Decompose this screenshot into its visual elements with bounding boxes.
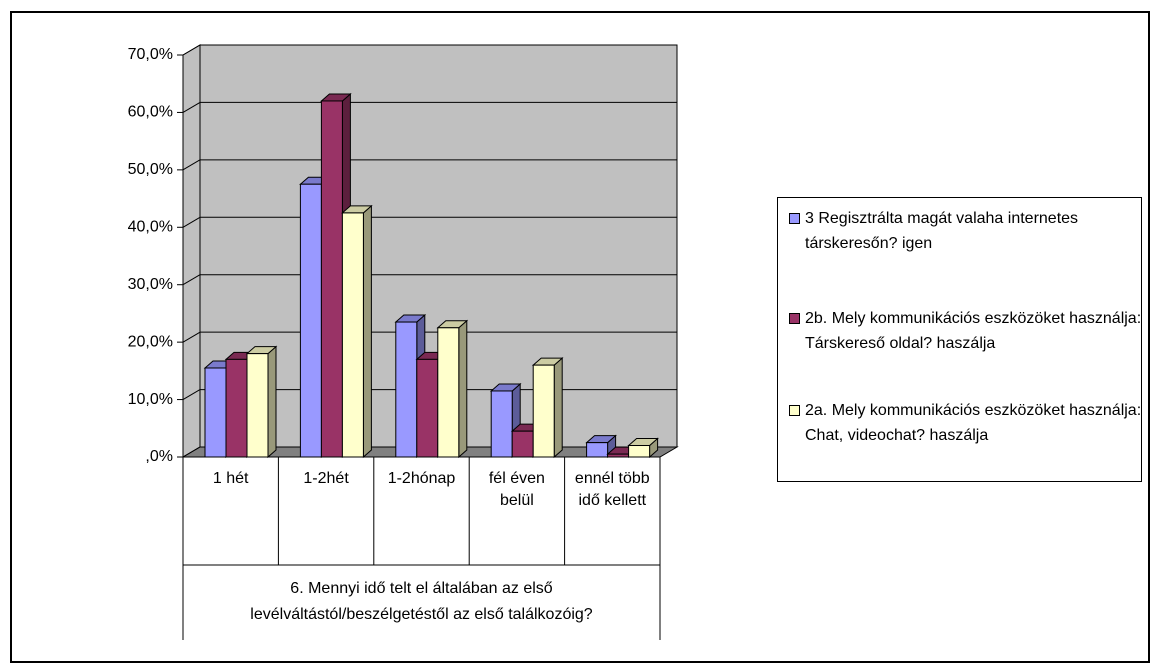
legend-swatch (789, 313, 800, 324)
legend-entry: 2a. Mely kommunikációs eszközöket haszná… (789, 398, 1155, 448)
bar-side (362, 204, 372, 459)
bar (341, 212, 364, 458)
chart-border (10, 11, 1150, 663)
y-tick-label: 20,0% (128, 333, 173, 350)
y-tick-label: ,0% (145, 448, 173, 465)
bar (416, 358, 439, 458)
bar-side (267, 345, 277, 459)
grid-line (182, 216, 201, 228)
y-tick-label: 60,0% (128, 104, 173, 121)
y-tick-label: 10,0% (128, 391, 173, 408)
bar (628, 445, 651, 458)
x-tick-label: 1-2hónap (387, 470, 456, 487)
grid-line (182, 101, 201, 113)
bar-side (458, 319, 468, 459)
bar (607, 453, 630, 458)
bar (437, 327, 460, 458)
side-wall (182, 44, 201, 458)
grid-line (182, 331, 201, 343)
bar (246, 353, 269, 458)
bar (490, 390, 513, 458)
y-tick-label: 50,0% (128, 161, 173, 178)
y-tick-label: 30,0% (128, 276, 173, 293)
bar-side (553, 357, 563, 459)
grid-line (182, 44, 201, 56)
bar (586, 442, 609, 458)
legend-swatch (789, 405, 800, 416)
bar (532, 364, 555, 458)
x-axis-title: 6. Mennyi idő telt el általában az első … (250, 580, 593, 623)
bar (204, 367, 227, 458)
legend-entry: 3 Regisztrálta magát valaha internetes t… (789, 206, 1155, 256)
legend-label: 3 Regisztrálta magát valaha internetes t… (805, 210, 1079, 252)
y-tick-label: 70,0% (128, 46, 173, 63)
x-tick-label: ennél több idő kellett (574, 470, 650, 509)
bar (511, 430, 534, 458)
legend-label: 2a. Mely kommunikációs eszközöket haszná… (805, 402, 1142, 444)
x-tick-label: 1 hét (212, 470, 249, 487)
legend-label: 2b. Mely kommunikációs eszközöket haszná… (805, 310, 1142, 352)
bar (320, 100, 343, 458)
legend: 3 Regisztrálta magát valaha internetes t… (777, 197, 1142, 482)
bar (225, 358, 248, 458)
bar (299, 183, 322, 458)
legend-swatch (789, 213, 800, 224)
x-tick-label: 1-2hét (303, 470, 349, 487)
x-tick-label: fél éven belül (488, 470, 545, 509)
grid-line (182, 159, 201, 171)
grid-line (182, 274, 201, 286)
legend-entry: 2b. Mely kommunikációs eszközöket haszná… (789, 306, 1155, 356)
grid-line (182, 446, 201, 458)
grid-line (182, 389, 201, 401)
y-tick-label: 40,0% (128, 219, 173, 236)
bar (395, 321, 418, 458)
